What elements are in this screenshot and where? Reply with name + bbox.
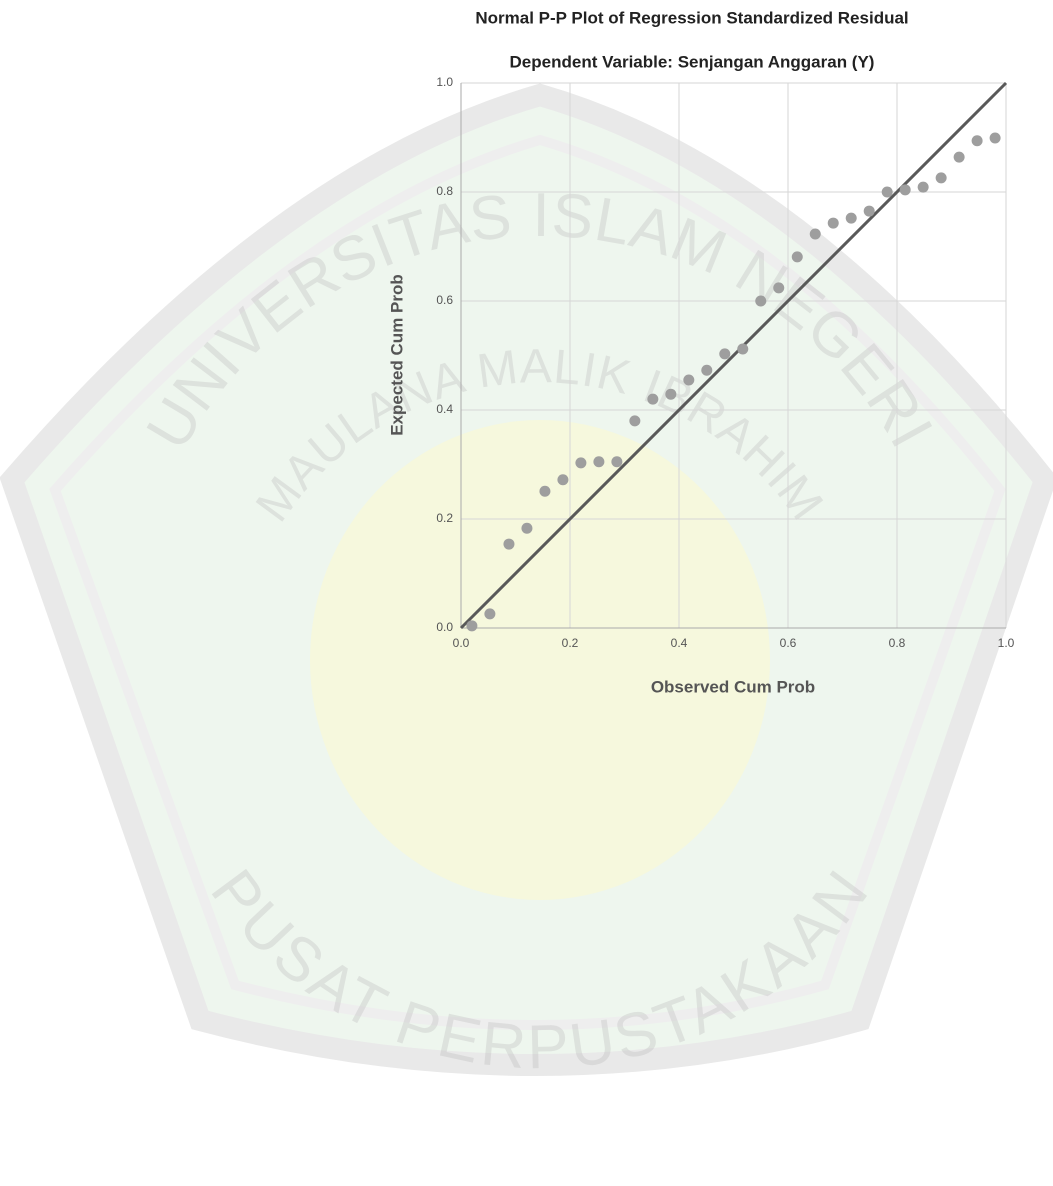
point [719, 348, 730, 359]
chart-subtitle: Dependent Variable: Senjangan Anggaran (… [510, 52, 875, 71]
point [954, 152, 965, 163]
point [810, 228, 821, 239]
point [990, 133, 1001, 144]
watermark: UNIVERSITAS ISLAM NEGERI MAULANA MALIK I… [12, 95, 1045, 1083]
x-tick-label: 0.2 [562, 636, 579, 650]
point [864, 206, 875, 217]
y-tick-label: 0.8 [436, 184, 453, 198]
point [611, 456, 622, 467]
point [683, 375, 694, 386]
point [665, 389, 676, 400]
x-tick-label: 0.4 [671, 636, 688, 650]
point [755, 296, 766, 307]
y-axis-label: Expected Cum Prob [387, 274, 406, 436]
point [972, 135, 983, 146]
point [647, 394, 658, 405]
y-tick-label: 0.4 [436, 402, 453, 416]
point [737, 343, 748, 354]
chart: UNIVERSITAS ISLAM NEGERI MAULANA MALIK I… [0, 0, 1053, 1186]
x-tick-label: 1.0 [998, 636, 1015, 650]
point [629, 415, 640, 426]
point [575, 457, 586, 468]
point [521, 523, 532, 534]
point [828, 218, 839, 229]
x-tick-label: 0.6 [780, 636, 797, 650]
x-tick-label: 0.0 [453, 636, 470, 650]
point [773, 282, 784, 293]
point [792, 251, 803, 262]
y-tick-label: 0.0 [436, 620, 453, 634]
chart-title: Normal P-P Plot of Regression Standardiz… [475, 8, 908, 27]
x-axis-label: Observed Cum Prob [651, 677, 815, 696]
point [918, 182, 929, 193]
y-tick-label: 0.6 [436, 293, 453, 307]
page: UNIVERSITAS ISLAM NEGERI MAULANA MALIK I… [0, 0, 1053, 1186]
point [539, 486, 550, 497]
y-tick-label: 1.0 [436, 75, 453, 89]
point [936, 172, 947, 183]
point [557, 474, 568, 485]
point [503, 539, 514, 550]
point [882, 187, 893, 198]
point [466, 620, 477, 631]
point [484, 608, 495, 619]
y-tick-label: 0.2 [436, 511, 453, 525]
point [900, 184, 911, 195]
point [593, 456, 604, 467]
point [701, 365, 712, 376]
x-tick-label: 0.8 [889, 636, 906, 650]
point [846, 213, 857, 224]
